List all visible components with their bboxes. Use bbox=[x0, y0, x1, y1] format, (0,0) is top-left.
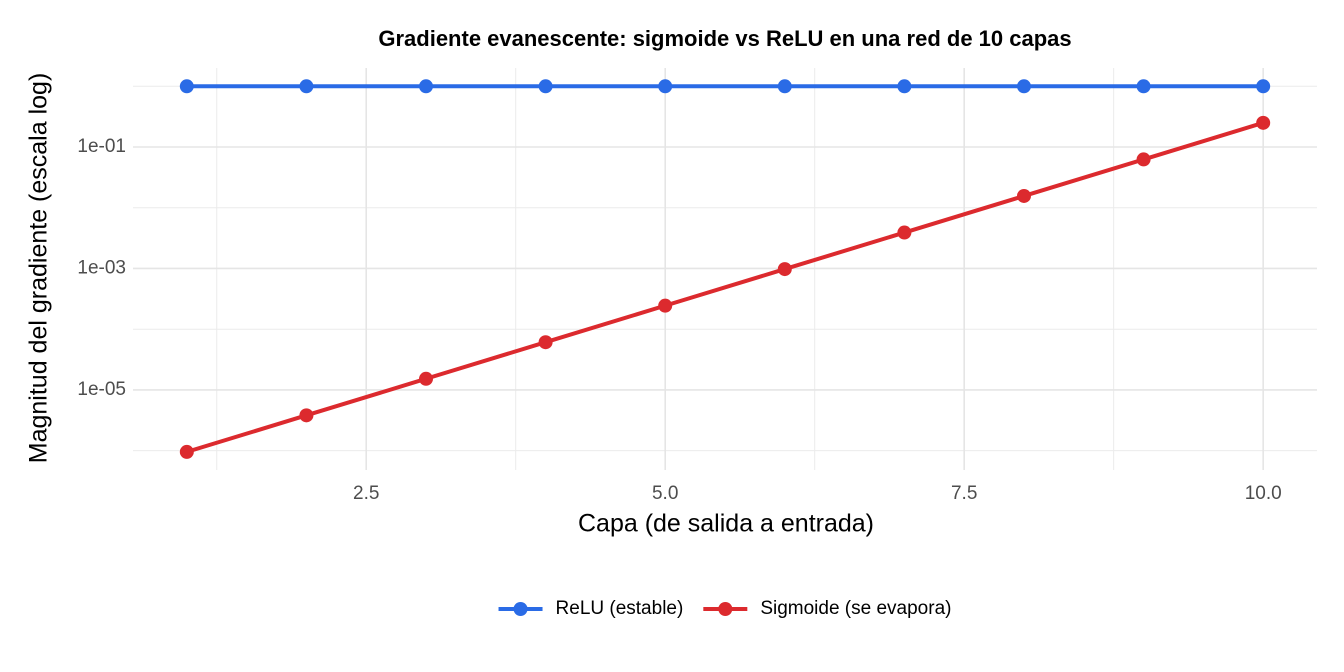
legend-label: Sigmoide (se evapora) bbox=[760, 598, 951, 619]
y-tick-label: 1e-01 bbox=[77, 136, 126, 157]
data-point bbox=[777, 262, 792, 277]
data-point bbox=[897, 79, 912, 94]
data-point bbox=[777, 79, 792, 94]
data-point bbox=[658, 79, 673, 94]
y-tick-label: 1e-05 bbox=[77, 379, 126, 400]
x-tick-label: 10.0 bbox=[1245, 483, 1282, 504]
data-point bbox=[658, 298, 673, 313]
x-tick-label: 7.5 bbox=[951, 483, 977, 504]
data-point bbox=[538, 79, 553, 94]
data-point bbox=[897, 225, 912, 240]
x-tick-label: 5.0 bbox=[652, 483, 678, 504]
data-point bbox=[179, 444, 194, 459]
data-point bbox=[1016, 79, 1031, 94]
data-point bbox=[419, 371, 434, 386]
legend-marker bbox=[513, 602, 528, 616]
x-tick-label: 2.5 bbox=[353, 483, 379, 504]
data-point bbox=[179, 79, 194, 94]
data-point bbox=[1016, 188, 1031, 203]
data-point bbox=[299, 408, 314, 423]
data-point bbox=[1136, 152, 1151, 167]
y-axis-label: Magnitud del gradiente (escala log) bbox=[25, 73, 53, 464]
data-point bbox=[1136, 79, 1151, 94]
chart-title: Gradiente evanescente: sigmoide vs ReLU … bbox=[378, 26, 1071, 51]
legend-label: ReLU (estable) bbox=[556, 598, 684, 619]
data-point bbox=[419, 79, 434, 94]
series-line bbox=[186, 120, 1264, 454]
legend-marker bbox=[718, 602, 733, 616]
grid bbox=[133, 68, 1317, 470]
x-axis-label: Capa (de salida a entrada) bbox=[578, 510, 874, 538]
data-point bbox=[299, 79, 314, 94]
legend: ReLU (estable) Sigmoide (se evapora) bbox=[498, 598, 951, 619]
data-point bbox=[538, 335, 553, 350]
y-tick-label: 1e-03 bbox=[77, 257, 126, 278]
data-point bbox=[1256, 79, 1271, 94]
data-point bbox=[1256, 115, 1271, 130]
